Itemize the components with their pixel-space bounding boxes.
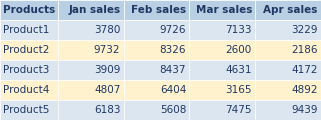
Text: Product5: Product5	[3, 105, 49, 115]
Text: 8326: 8326	[160, 45, 186, 55]
Text: 9726: 9726	[160, 25, 186, 35]
Text: 3165: 3165	[225, 85, 252, 95]
FancyBboxPatch shape	[58, 20, 124, 40]
Text: Product1: Product1	[3, 25, 49, 35]
FancyBboxPatch shape	[255, 20, 321, 40]
FancyBboxPatch shape	[189, 80, 255, 100]
Text: Product4: Product4	[3, 85, 49, 95]
Text: 3229: 3229	[291, 25, 318, 35]
Text: 6404: 6404	[160, 85, 186, 95]
Text: Product3: Product3	[3, 65, 49, 75]
FancyBboxPatch shape	[124, 20, 189, 40]
FancyBboxPatch shape	[0, 0, 58, 20]
Text: 9439: 9439	[291, 105, 318, 115]
FancyBboxPatch shape	[0, 20, 58, 40]
Text: 4807: 4807	[94, 85, 120, 95]
Text: 8437: 8437	[160, 65, 186, 75]
Text: 2186: 2186	[291, 45, 318, 55]
FancyBboxPatch shape	[0, 100, 58, 120]
FancyBboxPatch shape	[124, 60, 189, 80]
FancyBboxPatch shape	[58, 100, 124, 120]
Text: Products: Products	[3, 5, 56, 15]
FancyBboxPatch shape	[255, 80, 321, 100]
Text: 3780: 3780	[94, 25, 120, 35]
Text: Product2: Product2	[3, 45, 49, 55]
FancyBboxPatch shape	[189, 100, 255, 120]
FancyBboxPatch shape	[189, 40, 255, 60]
FancyBboxPatch shape	[124, 0, 189, 20]
FancyBboxPatch shape	[255, 60, 321, 80]
FancyBboxPatch shape	[58, 40, 124, 60]
Text: Mar sales: Mar sales	[195, 5, 252, 15]
FancyBboxPatch shape	[0, 60, 58, 80]
Text: Jan sales: Jan sales	[68, 5, 120, 15]
FancyBboxPatch shape	[189, 60, 255, 80]
Text: 7475: 7475	[225, 105, 252, 115]
FancyBboxPatch shape	[255, 40, 321, 60]
Text: 4631: 4631	[225, 65, 252, 75]
Text: 4892: 4892	[291, 85, 318, 95]
FancyBboxPatch shape	[255, 100, 321, 120]
Text: 5608: 5608	[160, 105, 186, 115]
Text: 6183: 6183	[94, 105, 120, 115]
Text: 9732: 9732	[94, 45, 120, 55]
FancyBboxPatch shape	[58, 80, 124, 100]
FancyBboxPatch shape	[255, 0, 321, 20]
FancyBboxPatch shape	[189, 0, 255, 20]
FancyBboxPatch shape	[124, 100, 189, 120]
FancyBboxPatch shape	[58, 60, 124, 80]
Text: 2600: 2600	[226, 45, 252, 55]
FancyBboxPatch shape	[0, 40, 58, 60]
FancyBboxPatch shape	[189, 20, 255, 40]
FancyBboxPatch shape	[124, 80, 189, 100]
Text: Feb sales: Feb sales	[131, 5, 186, 15]
Text: Apr sales: Apr sales	[264, 5, 318, 15]
Text: 3909: 3909	[94, 65, 120, 75]
FancyBboxPatch shape	[124, 40, 189, 60]
Text: 4172: 4172	[291, 65, 318, 75]
Text: 7133: 7133	[225, 25, 252, 35]
FancyBboxPatch shape	[58, 0, 124, 20]
FancyBboxPatch shape	[0, 80, 58, 100]
